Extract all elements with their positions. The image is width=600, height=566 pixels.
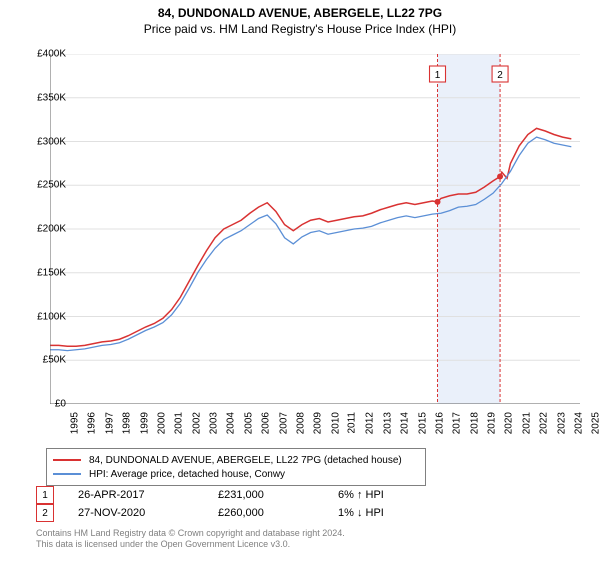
x-tick-label: 2004 bbox=[226, 412, 237, 434]
y-tick-label: £50K bbox=[43, 355, 66, 366]
x-tick-label: 2008 bbox=[295, 412, 306, 434]
x-tick-label: 1999 bbox=[139, 412, 150, 434]
x-tick-label: 2009 bbox=[313, 412, 324, 434]
y-tick-label: £300K bbox=[37, 136, 66, 147]
x-tick-label: 2016 bbox=[434, 412, 445, 434]
y-tick-label: £250K bbox=[37, 180, 66, 191]
marker-number-box: 1 bbox=[36, 486, 54, 504]
legend-label: HPI: Average price, detached house, Conw… bbox=[89, 469, 285, 480]
legend-row: 84, DUNDONALD AVENUE, ABERGELE, LL22 7PG… bbox=[53, 453, 419, 467]
x-tick-label: 2010 bbox=[330, 412, 341, 434]
marker-date: 27-NOV-2020 bbox=[78, 507, 218, 519]
x-tick-label: 2015 bbox=[417, 412, 428, 434]
y-tick-label: £200K bbox=[37, 224, 66, 235]
x-tick-label: 2000 bbox=[156, 412, 167, 434]
x-tick-label: 1997 bbox=[104, 412, 115, 434]
svg-text:1: 1 bbox=[435, 70, 441, 81]
y-tick-label: £150K bbox=[37, 267, 66, 278]
x-tick-label: 2024 bbox=[573, 412, 584, 434]
marker-row: 2 27-NOV-2020£260,0001% ↓ HPI bbox=[36, 504, 428, 522]
x-tick-label: 2007 bbox=[278, 412, 289, 434]
x-tick-label: 2019 bbox=[486, 412, 497, 434]
x-tick-label: 2003 bbox=[208, 412, 219, 434]
x-tick-label: 2020 bbox=[504, 412, 515, 434]
marker-pct: 6% ↑ HPI bbox=[338, 489, 428, 501]
x-tick-label: 1998 bbox=[121, 412, 132, 434]
legend-label: 84, DUNDONALD AVENUE, ABERGELE, LL22 7PG… bbox=[89, 455, 402, 466]
chart-subtitle: Price paid vs. HM Land Registry's House … bbox=[0, 22, 600, 36]
footer-line2: This data is licensed under the Open Gov… bbox=[36, 539, 345, 550]
footer-line1: Contains HM Land Registry data © Crown c… bbox=[36, 528, 345, 539]
x-tick-label: 1996 bbox=[87, 412, 98, 434]
x-tick-label: 2025 bbox=[591, 412, 600, 434]
marker-row: 1 26-APR-2017£231,0006% ↑ HPI bbox=[36, 486, 428, 504]
y-tick-label: £400K bbox=[37, 49, 66, 60]
y-tick-label: £0 bbox=[55, 399, 66, 410]
footer-text: Contains HM Land Registry data © Crown c… bbox=[36, 528, 345, 550]
x-tick-label: 2013 bbox=[382, 412, 393, 434]
marker-price: £260,000 bbox=[218, 507, 338, 519]
x-tick-label: 2002 bbox=[191, 412, 202, 434]
x-tick-label: 2021 bbox=[521, 412, 532, 434]
chart-title: 84, DUNDONALD AVENUE, ABERGELE, LL22 7PG bbox=[0, 6, 600, 20]
x-tick-label: 2005 bbox=[243, 412, 254, 434]
sale-marker-table: 1 26-APR-2017£231,0006% ↑ HPI 2 27-NOV-2020… bbox=[36, 486, 428, 522]
marker-price: £231,000 bbox=[218, 489, 338, 501]
x-tick-label: 2011 bbox=[347, 412, 358, 434]
x-tick-label: 2018 bbox=[469, 412, 480, 434]
x-tick-label: 2022 bbox=[538, 412, 549, 434]
y-tick-label: £350K bbox=[37, 92, 66, 103]
x-tick-label: 2006 bbox=[260, 412, 271, 434]
marker-number-box: 2 bbox=[36, 504, 54, 522]
legend-swatch bbox=[53, 473, 81, 475]
legend: 84, DUNDONALD AVENUE, ABERGELE, LL22 7PG… bbox=[46, 448, 426, 486]
marker-pct: 1% ↓ HPI bbox=[338, 507, 428, 519]
marker-date: 26-APR-2017 bbox=[78, 489, 218, 501]
y-tick-label: £100K bbox=[37, 311, 66, 322]
chart-plot: 12 bbox=[50, 54, 580, 404]
legend-row: HPI: Average price, detached house, Conw… bbox=[53, 467, 419, 481]
x-tick-label: 2012 bbox=[365, 412, 376, 434]
x-tick-label: 1995 bbox=[69, 412, 80, 434]
legend-swatch bbox=[53, 459, 81, 461]
x-tick-label: 2023 bbox=[556, 412, 567, 434]
x-tick-label: 2001 bbox=[174, 412, 185, 434]
x-tick-label: 2014 bbox=[399, 412, 410, 434]
x-tick-label: 2017 bbox=[452, 412, 463, 434]
svg-text:2: 2 bbox=[497, 70, 503, 81]
